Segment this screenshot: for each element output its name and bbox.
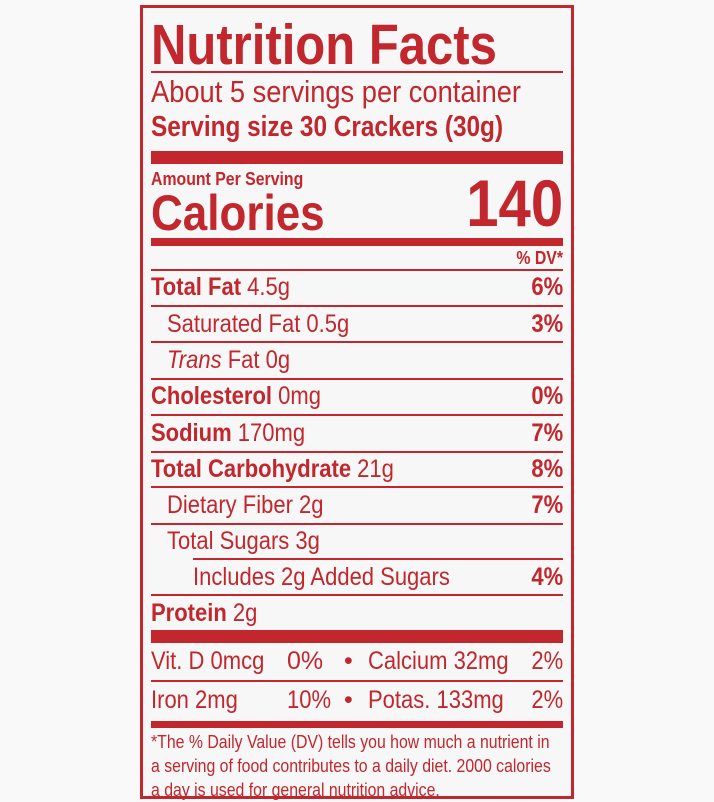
footnote: *The % Daily Value (DV) tells you how mu… [151,732,551,800]
divider [151,269,563,271]
divider [151,523,563,525]
calories-value: 140 [466,166,563,240]
nutrition-facts-label: Nutrition Facts About 5 servings per con… [140,5,574,800]
dv-sodium: 7% [531,419,563,447]
potassium: Potas. 133mg [368,686,504,714]
calcium-dv: 2% [531,647,563,675]
divider [151,451,563,453]
dv-cholesterol: 0% [531,382,563,410]
dv-total-fat: 6% [531,273,563,301]
title: Nutrition Facts [151,13,497,77]
divider [151,594,563,596]
bullet: • [344,686,353,714]
thick-divider [151,630,563,643]
divider [151,414,563,416]
vitamin-d-dv: 0% [287,647,324,675]
nutrient-row-trans-fat: Trans Fat 0g [167,346,291,374]
nutrient-row-protein: Protein 2g [151,599,258,627]
amount-per-serving: Amount Per Serving [151,169,304,189]
thick-divider [151,151,563,164]
calories-label: Calories [151,185,325,241]
nutrient-row-added-sugars: Includes 2g Added Sugars [193,563,450,591]
potassium-dv: 2% [531,686,563,714]
calcium: Calcium 32mg [368,647,509,675]
divider [151,680,563,682]
divider-indented [193,558,563,560]
divider [151,378,563,380]
divider [151,341,563,343]
dv-dietary-fiber: 7% [531,491,563,519]
nutrient-row-dietary-fiber: Dietary Fiber 2g [167,491,324,519]
divider [151,71,563,73]
nutrient-row-saturated-fat: Saturated Fat 0.5g [167,310,350,338]
servings-per-container: About 5 servings per container [151,74,522,109]
dv-header: % DV* [516,248,563,268]
medium-divider [151,721,563,728]
serving-size: Serving size 30 Crackers (30g) [151,111,504,143]
dv-saturated-fat: 3% [531,310,563,338]
vitamin-d: Vit. D 0mcg [151,647,265,675]
iron: Iron 2mg [151,686,238,714]
dv-added-sugars: 4% [531,563,563,591]
nutrient-row-sodium: Sodium 170mg [151,419,306,447]
dv-total-carbohydrate: 8% [531,455,563,483]
iron-dv: 10% [287,686,332,714]
medium-divider [151,238,563,246]
nutrient-row-total-fat: Total Fat 4.5g [151,273,290,301]
nutrient-row-cholesterol: Cholesterol 0mg [151,382,321,410]
nutrient-row-total-carbohydrate: Total Carbohydrate 21g [151,455,394,483]
divider [151,305,563,307]
nutrient-row-total-sugars: Total Sugars 3g [167,527,320,555]
divider [151,486,563,488]
bullet: • [344,647,353,675]
